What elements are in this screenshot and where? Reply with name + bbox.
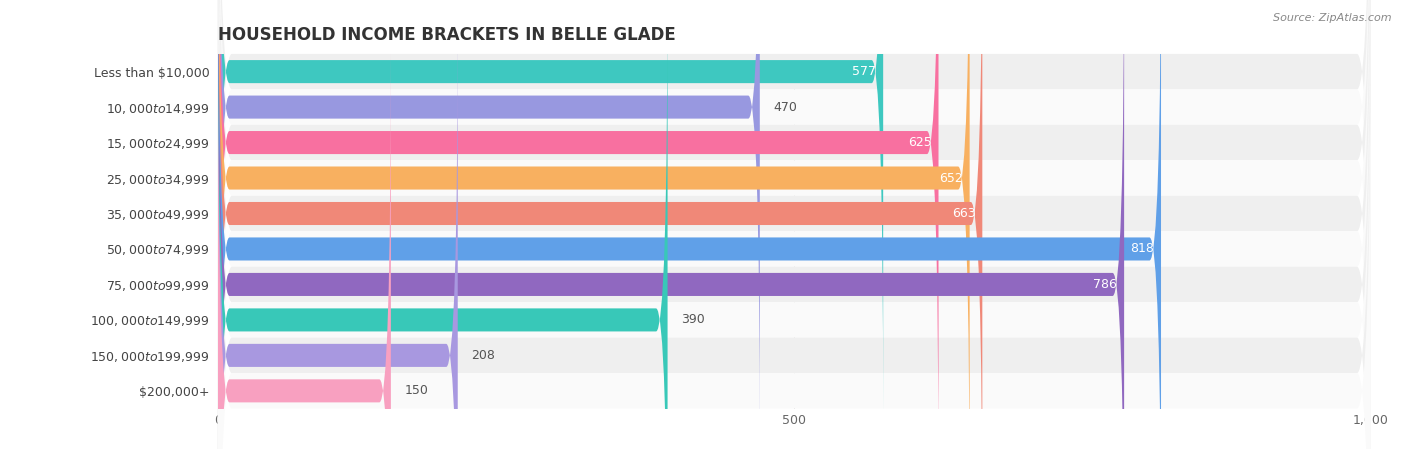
FancyBboxPatch shape (218, 0, 1371, 449)
FancyBboxPatch shape (218, 0, 1371, 449)
Text: 663: 663 (952, 207, 976, 220)
Text: 652: 652 (939, 172, 963, 185)
FancyBboxPatch shape (218, 12, 458, 449)
FancyBboxPatch shape (218, 48, 391, 449)
Text: 208: 208 (471, 349, 495, 362)
FancyBboxPatch shape (218, 0, 1371, 449)
Text: Source: ZipAtlas.com: Source: ZipAtlas.com (1274, 13, 1392, 23)
FancyBboxPatch shape (218, 0, 1161, 449)
FancyBboxPatch shape (218, 0, 883, 415)
FancyBboxPatch shape (218, 0, 939, 449)
Text: 150: 150 (405, 384, 429, 397)
FancyBboxPatch shape (218, 0, 970, 449)
Text: 786: 786 (1094, 278, 1118, 291)
FancyBboxPatch shape (218, 0, 1125, 449)
Text: 625: 625 (908, 136, 932, 149)
Text: 390: 390 (682, 313, 706, 326)
Text: 818: 818 (1130, 242, 1154, 255)
FancyBboxPatch shape (218, 0, 1371, 449)
Text: 470: 470 (773, 101, 797, 114)
FancyBboxPatch shape (218, 0, 1371, 449)
FancyBboxPatch shape (218, 0, 1371, 449)
FancyBboxPatch shape (218, 0, 759, 449)
FancyBboxPatch shape (218, 0, 1371, 449)
Text: 577: 577 (852, 65, 876, 78)
FancyBboxPatch shape (218, 0, 1371, 449)
FancyBboxPatch shape (218, 0, 1371, 449)
FancyBboxPatch shape (218, 0, 668, 449)
Text: HOUSEHOLD INCOME BRACKETS IN BELLE GLADE: HOUSEHOLD INCOME BRACKETS IN BELLE GLADE (218, 26, 676, 44)
FancyBboxPatch shape (218, 0, 1371, 449)
FancyBboxPatch shape (218, 0, 983, 449)
